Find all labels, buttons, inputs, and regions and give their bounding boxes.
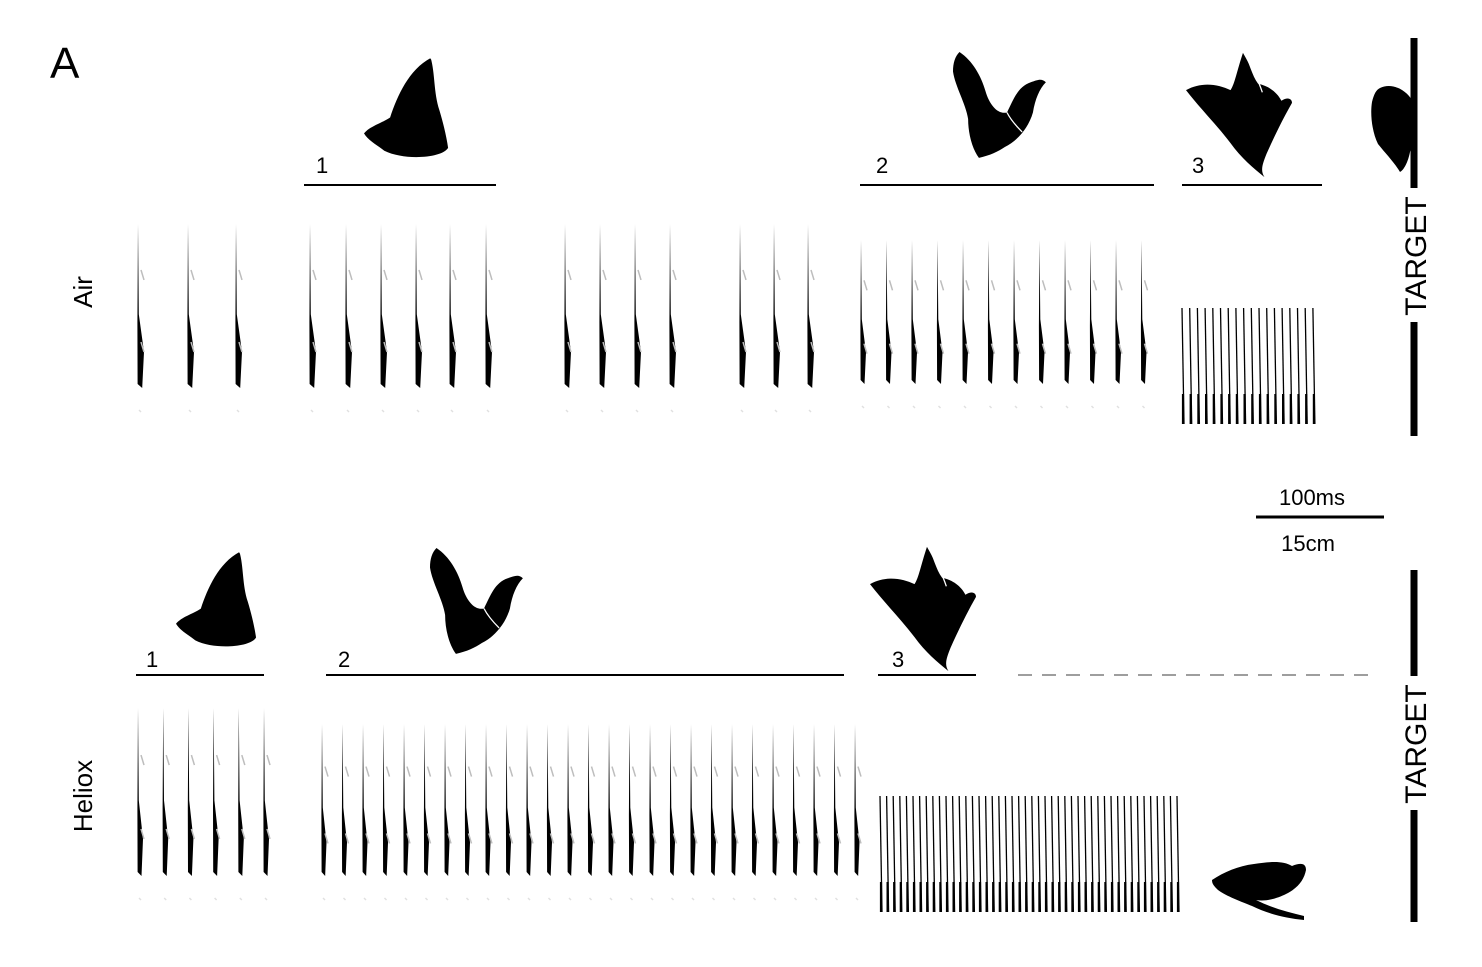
echolocation-call	[987, 240, 996, 409]
bat-silhouette-icon	[869, 545, 977, 672]
echolocation-call	[1089, 240, 1098, 409]
echolocation-call	[444, 724, 452, 901]
echolocation-call	[423, 724, 432, 901]
echolocation-call	[860, 240, 868, 409]
echolocation-call	[162, 708, 170, 901]
bat-silhouette-icon	[952, 51, 1047, 159]
echolocation-call	[833, 724, 842, 901]
phase-label-air-3: 3	[1192, 153, 1204, 178]
echolocation-call	[1038, 240, 1047, 409]
echolocation-call	[751, 724, 760, 901]
echolocation-call	[485, 724, 493, 901]
echolocation-calls-air	[137, 224, 1316, 425]
phase-label-air-2: 2	[876, 153, 888, 178]
scale-bar-time-label: 100ms	[1279, 485, 1345, 510]
echolocation-call	[187, 224, 195, 413]
echolocation-call	[669, 724, 678, 901]
echolocation-call	[936, 240, 945, 409]
echolocation-call	[345, 224, 353, 413]
echolocation-call	[739, 224, 747, 413]
echolocation-calls-heliox	[137, 708, 1180, 913]
echolocation-call	[564, 224, 572, 413]
echolocation-call	[649, 724, 657, 901]
echolocation-call	[137, 224, 145, 413]
echolocation-call	[962, 240, 970, 409]
echolocation-call	[1140, 240, 1149, 409]
echolocation-call	[669, 224, 677, 413]
echolocation-call	[505, 724, 514, 901]
echolocation-call	[1115, 240, 1123, 409]
bat-silhouette-icon	[175, 551, 257, 648]
echolocation-call	[137, 708, 145, 901]
condition-label-heliox: Heliox	[68, 760, 98, 832]
bat-silhouette-icon	[1212, 862, 1306, 920]
phase-label-heliox-3: 3	[892, 647, 904, 672]
phase-label-heliox-2: 2	[338, 647, 350, 672]
echolocation-call	[382, 724, 391, 901]
echolocation-call	[1064, 240, 1072, 409]
scale-bar-distance-label: 15cm	[1281, 531, 1335, 556]
echolocation-call	[464, 724, 473, 901]
condition-heliox: Heliox 1 2 3 TARGET	[68, 545, 1433, 922]
echolocation-call	[807, 224, 815, 413]
echolocation-call	[911, 240, 919, 409]
panel-label: A	[50, 39, 80, 88]
echolocation-call	[885, 240, 894, 409]
echolocation-call	[634, 224, 642, 413]
echolocation-call	[309, 224, 317, 413]
echolocation-call	[403, 724, 411, 901]
echolocation-call	[813, 724, 821, 901]
echolocation-call	[213, 708, 221, 901]
echolocation-call	[362, 724, 370, 901]
echolocation-call	[731, 724, 739, 901]
echolocation-call	[187, 708, 196, 901]
echolocation-call	[608, 724, 616, 901]
echolocation-call	[773, 224, 781, 413]
condition-label-air: Air	[68, 276, 98, 308]
echolocation-call	[415, 224, 423, 413]
echolocation-call	[854, 724, 862, 901]
scale-bar: 100ms 15cm	[1256, 485, 1384, 556]
echolocation-call	[235, 224, 243, 413]
target-label-air: TARGET	[1400, 196, 1433, 315]
echolocation-call	[1013, 240, 1021, 409]
echolocation-call	[599, 224, 607, 413]
echolocation-call	[546, 724, 555, 901]
echolocation-call	[792, 724, 801, 901]
echolocation-call	[341, 724, 350, 901]
phase-label-heliox-1: 1	[146, 647, 158, 672]
echolocation-call	[567, 724, 575, 901]
echolocation-call	[710, 724, 719, 901]
echolocation-call	[485, 224, 493, 413]
echolocation-call	[587, 724, 596, 901]
echolocation-call	[772, 724, 780, 901]
bat-silhouette-icon	[363, 57, 449, 158]
echolocation-call	[449, 224, 457, 413]
echolocation-call	[380, 224, 388, 413]
phase-label-air-1: 1	[316, 153, 328, 178]
bat-silhouette-icon	[429, 547, 524, 655]
echolocation-call	[690, 724, 698, 901]
target-label-heliox: TARGET	[1400, 684, 1433, 803]
echolocation-call	[321, 724, 329, 901]
condition-air: Air 1 2 3 TARGET	[68, 38, 1433, 436]
bat-silhouette-icon	[1371, 85, 1416, 172]
echolocation-call	[628, 724, 637, 901]
echolocation-call	[526, 724, 534, 901]
echolocation-call	[238, 708, 246, 901]
echolocation-call	[263, 708, 271, 901]
